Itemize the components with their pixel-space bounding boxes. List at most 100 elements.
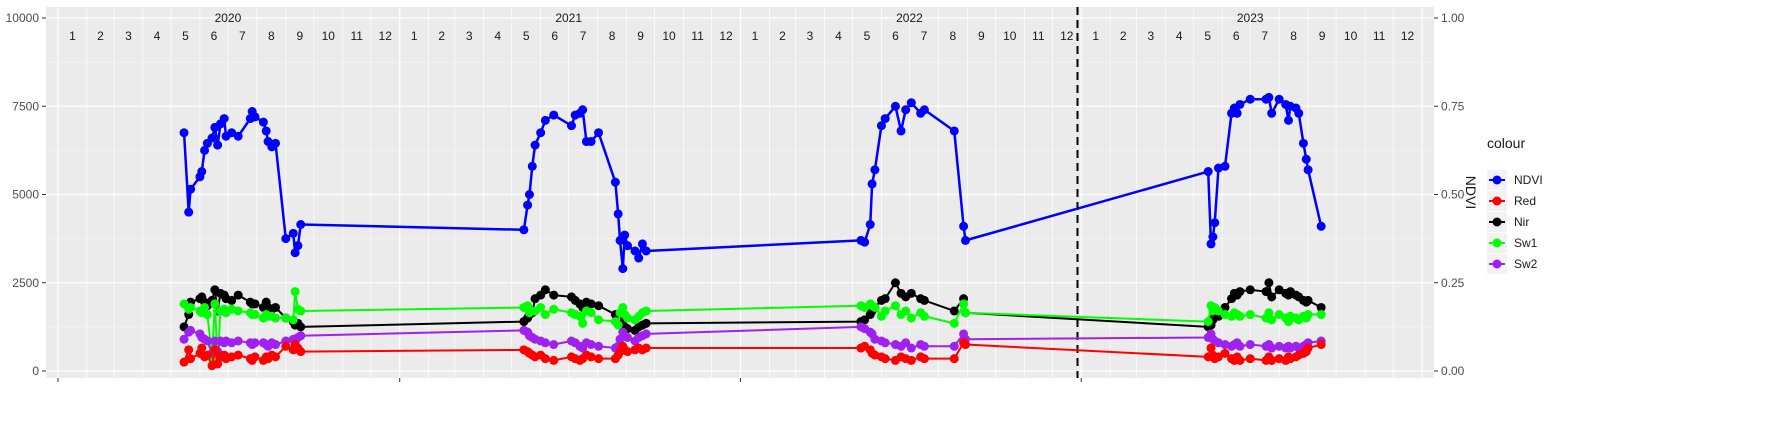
year-label: 2023 (1237, 11, 1264, 25)
point-ndvi (519, 225, 529, 235)
year-label: 2022 (896, 11, 923, 25)
year-label: 2021 (555, 11, 582, 25)
month-label: 10 (662, 29, 676, 43)
point-sw1 (250, 310, 260, 320)
month-label: 8 (950, 29, 957, 43)
point-sw1 (1264, 308, 1274, 318)
point-sw1 (578, 318, 588, 328)
point-sw1 (200, 302, 210, 312)
month-label: 6 (1233, 29, 1240, 43)
point-sw1 (296, 306, 306, 316)
point-red (1235, 355, 1245, 365)
month-label: 6 (892, 29, 899, 43)
point-ndvi (524, 190, 534, 199)
point-sw2 (250, 338, 260, 348)
legend-label-ndvi: NDVI (1514, 173, 1543, 187)
legend-key-point (1492, 217, 1502, 227)
legend: colour NDVI Red Nir Sw1 Sw2 (1487, 135, 1543, 274)
month-label: 5 (182, 29, 189, 43)
point-sw1 (1235, 311, 1245, 321)
point-sw2 (186, 325, 196, 335)
point-nir (271, 302, 281, 312)
point-red (594, 354, 604, 364)
point-ndvi (288, 228, 298, 238)
point-sw1 (271, 313, 281, 323)
month-label: 11 (351, 29, 364, 43)
point-ndvi (594, 128, 604, 138)
month-label: 4 (494, 29, 501, 43)
point-sw2 (919, 341, 929, 351)
month-label: 8 (609, 29, 616, 43)
point-nir (233, 290, 243, 300)
point-sw1 (288, 315, 298, 325)
point-red (540, 354, 550, 364)
point-ndvi (1274, 94, 1284, 104)
point-ndvi (865, 220, 875, 230)
point-sw1 (901, 306, 911, 316)
point-sw2 (202, 336, 212, 346)
month-label: 10 (322, 29, 336, 43)
point-red (1245, 354, 1255, 364)
point-red (197, 343, 207, 353)
point-ndvi (641, 246, 651, 256)
month-label: 4 (1176, 29, 1183, 43)
month-label: 4 (154, 29, 161, 43)
point-ndvi (179, 128, 189, 138)
point-sw1 (1203, 317, 1213, 327)
month-label: 11 (691, 29, 704, 43)
month-label: 7 (921, 29, 928, 43)
series-ndvi (179, 92, 1326, 274)
legend-key-point (1492, 175, 1502, 185)
point-nir (586, 299, 596, 309)
month-label: 9 (637, 29, 644, 43)
month-label: 5 (523, 29, 530, 43)
point-ndvi (1283, 115, 1293, 125)
y-right-tick-label: 0.75 (1441, 99, 1465, 113)
point-sw2 (641, 329, 651, 339)
point-ndvi (919, 105, 929, 115)
y-right-tick-label: 1.00 (1441, 11, 1465, 25)
legend-title: colour (1487, 135, 1525, 151)
point-sw1 (1267, 315, 1277, 325)
point-ndvi (901, 105, 911, 115)
point-red (1206, 343, 1216, 353)
point-sw2 (540, 338, 550, 348)
point-red (880, 354, 890, 364)
month-label: 1 (752, 29, 759, 43)
point-ndvi (261, 126, 271, 136)
month-label: 12 (1060, 29, 1074, 43)
legend-key-point (1492, 238, 1502, 248)
point-sw2 (623, 332, 633, 342)
month-label: 9 (296, 29, 303, 43)
point-sw2 (949, 341, 959, 351)
point-nir (890, 278, 900, 288)
point-sw1 (959, 299, 969, 309)
point-red (296, 347, 306, 357)
point-ndvi (620, 230, 630, 240)
point-sw1 (906, 313, 916, 323)
point-sw1 (919, 311, 929, 321)
point-nir (549, 290, 559, 300)
point-sw2 (233, 336, 243, 346)
point-ndvi (906, 98, 916, 108)
month-label: 11 (1373, 29, 1386, 43)
month-label: 6 (551, 29, 558, 43)
point-ndvi (1245, 94, 1255, 104)
point-ndvi (271, 138, 281, 148)
point-ndvi (540, 115, 550, 125)
point-ndvi (1220, 161, 1230, 171)
point-ndvi (860, 237, 870, 247)
point-nir (540, 285, 550, 295)
month-label: 7 (239, 29, 246, 43)
point-ndvi (876, 121, 886, 131)
month-label: 10 (1003, 29, 1017, 43)
point-ndvi (1206, 239, 1216, 249)
point-red (202, 350, 212, 360)
point-nir (227, 295, 237, 305)
point-red (1303, 343, 1313, 353)
point-red (919, 354, 929, 364)
point-sw2 (1245, 340, 1255, 350)
month-label: 8 (1290, 29, 1297, 43)
point-sw1 (1245, 310, 1255, 320)
y-right-tick-label: 0.50 (1441, 188, 1465, 202)
